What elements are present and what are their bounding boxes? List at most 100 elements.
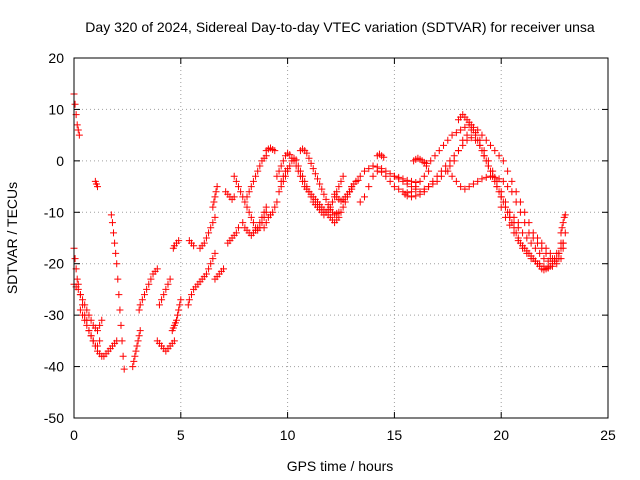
data-point — [480, 152, 488, 160]
data-point — [553, 260, 561, 268]
x-tick-label: 0 — [70, 427, 78, 443]
series-arc-26 — [356, 167, 433, 206]
data-point — [442, 162, 450, 170]
data-point — [467, 121, 475, 129]
data-point — [81, 316, 89, 324]
data-point — [209, 219, 217, 227]
data-point — [420, 188, 428, 196]
data-point — [478, 131, 486, 139]
data-point — [307, 193, 315, 201]
data-point — [558, 224, 566, 232]
series-arc-20 — [262, 144, 279, 155]
data-point — [307, 159, 315, 167]
data-point — [495, 188, 503, 196]
data-point — [337, 177, 345, 185]
data-point — [110, 229, 118, 237]
data-point — [529, 234, 537, 242]
data-point — [478, 175, 486, 183]
data-point — [243, 203, 251, 211]
data-point — [461, 185, 469, 193]
data-point — [309, 165, 317, 173]
data-point — [437, 167, 445, 175]
data-point — [422, 162, 430, 170]
data-point — [454, 147, 462, 155]
data-point — [369, 162, 377, 170]
data-point — [544, 264, 552, 272]
series-arc-24 — [331, 185, 356, 205]
data-point — [260, 224, 268, 232]
data-point — [211, 213, 219, 221]
data-point — [279, 177, 287, 185]
chart-title: Day 320 of 2024, Sidereal Day-to-day VTE… — [85, 19, 595, 35]
data-point — [339, 203, 347, 211]
y-tick-label: -40 — [44, 359, 64, 375]
data-point — [482, 136, 490, 144]
data-point — [542, 249, 550, 257]
data-point — [232, 229, 240, 237]
data-point — [164, 280, 172, 288]
data-point — [407, 193, 415, 201]
data-point — [465, 183, 473, 191]
series-arc-9 — [184, 249, 219, 309]
y-tick-label: 20 — [48, 50, 64, 66]
data-point — [294, 162, 302, 170]
data-point — [303, 149, 311, 157]
series-arc-17 — [239, 203, 270, 239]
data-points — [70, 90, 569, 373]
series-arc-35 — [557, 211, 569, 237]
series-arc-0c — [70, 280, 106, 335]
data-point — [202, 234, 210, 242]
data-point — [256, 219, 264, 227]
data-point — [160, 291, 168, 299]
data-point — [234, 183, 242, 191]
data-point — [429, 177, 437, 185]
data-point — [212, 188, 220, 196]
data-point — [499, 198, 507, 206]
data-point — [249, 177, 257, 185]
series-arc-34 — [497, 203, 565, 272]
data-point — [262, 203, 270, 211]
data-point — [390, 172, 398, 180]
data-point — [166, 275, 174, 283]
data-point — [540, 262, 548, 270]
data-point — [386, 177, 394, 185]
x-tick-label: 10 — [280, 427, 296, 443]
data-point — [299, 172, 307, 180]
data-point — [365, 183, 373, 191]
x-axis-label: GPS time / hours — [287, 458, 394, 474]
data-point — [143, 285, 151, 293]
data-point — [431, 152, 439, 160]
data-point — [286, 162, 294, 170]
x-tick-labels: 0 5 10 15 20 25 — [70, 427, 616, 443]
data-point — [546, 255, 554, 263]
data-point — [487, 141, 495, 149]
data-point — [305, 154, 313, 162]
data-point — [135, 332, 143, 340]
data-point — [173, 316, 181, 324]
data-point — [474, 177, 482, 185]
data-point — [262, 219, 270, 227]
x-tick-label: 20 — [493, 427, 509, 443]
data-point — [211, 193, 219, 201]
y-tick-labels: -50 -40 -30 -20 -10 0 10 20 — [44, 50, 64, 426]
data-point — [540, 255, 548, 263]
data-point — [207, 260, 215, 268]
data-point — [292, 156, 300, 164]
series-arc-27 — [373, 150, 388, 161]
data-point — [519, 229, 527, 237]
data-point — [273, 198, 281, 206]
data-point — [425, 183, 433, 191]
data-point — [133, 342, 141, 350]
series-arc-23 — [296, 145, 343, 219]
axis-ticks — [73, 57, 609, 419]
data-point — [83, 306, 91, 314]
data-point — [523, 249, 531, 257]
data-point — [514, 237, 522, 245]
data-point — [271, 147, 279, 155]
data-point — [98, 316, 106, 324]
data-point — [420, 172, 428, 180]
data-point — [107, 211, 115, 219]
data-point — [497, 193, 505, 201]
data-point — [382, 172, 390, 180]
data-point — [210, 198, 218, 206]
